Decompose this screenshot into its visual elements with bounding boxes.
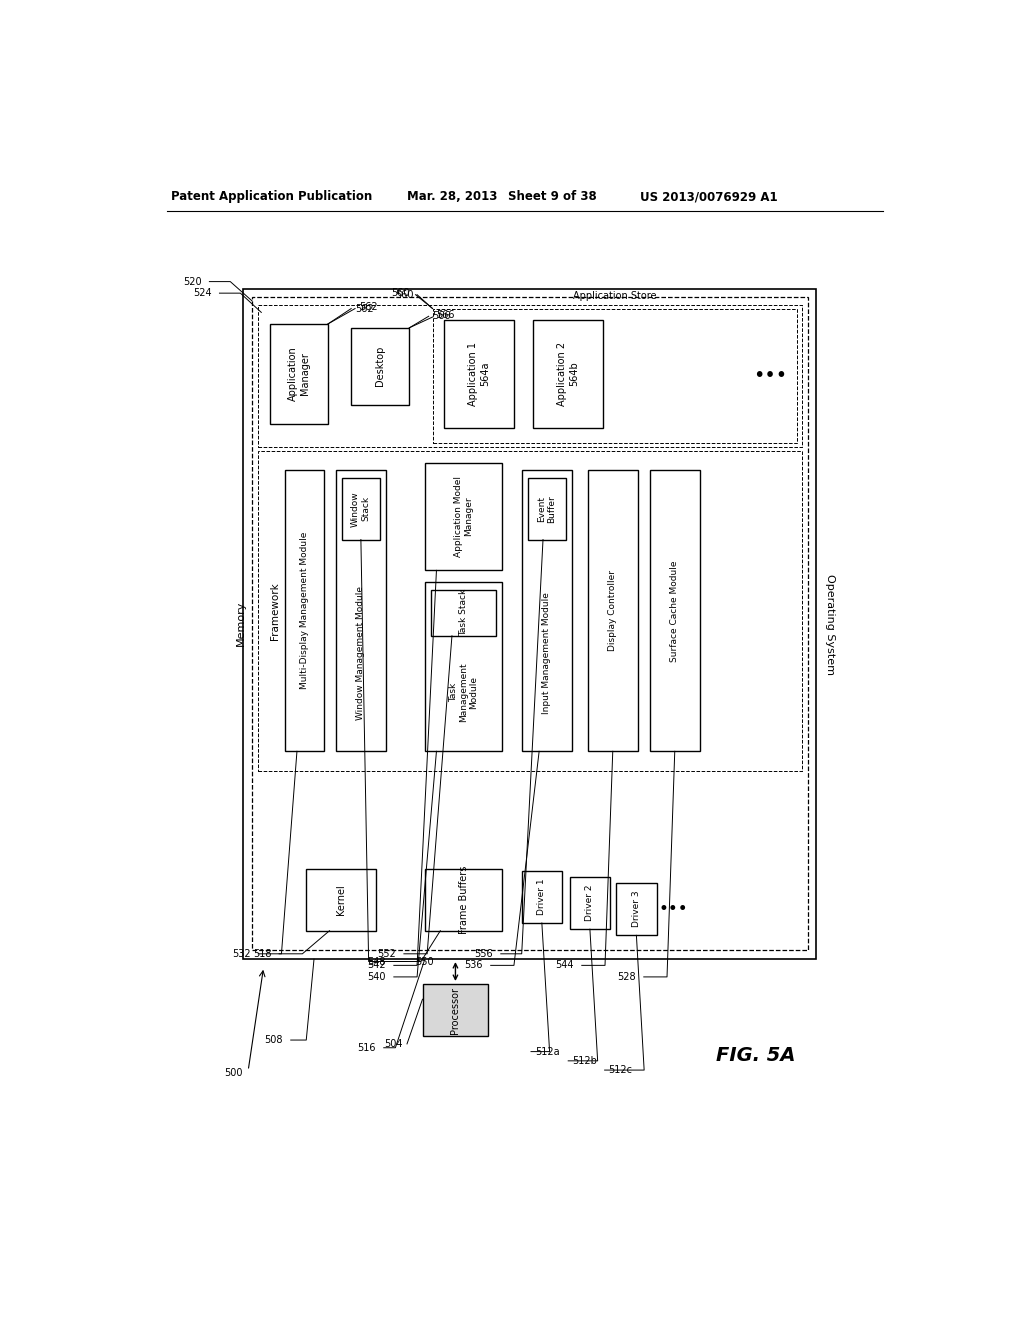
- Text: Application
Manager: Application Manager: [288, 347, 309, 401]
- Bar: [588, 470, 638, 751]
- Bar: [431, 590, 496, 636]
- Text: Memory: Memory: [237, 601, 246, 647]
- Bar: [342, 478, 380, 540]
- Text: Application Store: Application Store: [573, 290, 656, 301]
- Text: Driver 2: Driver 2: [586, 884, 594, 921]
- Text: Framework: Framework: [270, 582, 281, 640]
- Text: Window Management Module: Window Management Module: [356, 586, 366, 719]
- Text: 520: 520: [183, 277, 202, 286]
- Text: Operating System: Operating System: [825, 574, 836, 675]
- Bar: [649, 470, 700, 751]
- Bar: [569, 876, 610, 929]
- Text: Application Model
Manager: Application Model Manager: [454, 477, 473, 557]
- Text: FIG. 5A: FIG. 5A: [716, 1045, 796, 1065]
- Text: 562: 562: [359, 302, 378, 312]
- Bar: [521, 871, 562, 923]
- Text: 566: 566: [432, 312, 452, 321]
- Text: Kernel: Kernel: [336, 884, 346, 915]
- Text: 560: 560: [394, 289, 414, 300]
- Text: Processor: Processor: [451, 986, 461, 1034]
- Text: US 2013/0076929 A1: US 2013/0076929 A1: [640, 190, 777, 203]
- Text: 544: 544: [555, 961, 574, 970]
- Bar: [286, 470, 324, 751]
- Text: 512a: 512a: [535, 1047, 559, 1056]
- Text: 540: 540: [368, 972, 386, 982]
- Text: 548: 548: [368, 957, 386, 966]
- Bar: [258, 451, 802, 771]
- Text: 512c: 512c: [608, 1065, 633, 1074]
- Text: 508: 508: [264, 1035, 283, 1045]
- Bar: [336, 470, 386, 751]
- Text: 560: 560: [391, 288, 410, 298]
- Bar: [243, 289, 816, 960]
- Text: Input Management Module: Input Management Module: [543, 591, 551, 714]
- Text: Desktop: Desktop: [375, 346, 385, 387]
- Text: 504: 504: [385, 1039, 403, 1049]
- Bar: [425, 582, 503, 751]
- Text: 516: 516: [357, 1043, 376, 1053]
- Text: Driver 1: Driver 1: [538, 879, 547, 915]
- Text: Mar. 28, 2013: Mar. 28, 2013: [407, 190, 498, 203]
- Text: 552: 552: [378, 949, 396, 958]
- Bar: [444, 321, 514, 428]
- Bar: [270, 323, 328, 424]
- Text: 524: 524: [194, 288, 212, 298]
- Bar: [351, 327, 410, 405]
- Text: Surface Cache Module: Surface Cache Module: [671, 560, 679, 661]
- Text: Event
Buffer: Event Buffer: [538, 495, 557, 523]
- Text: Window
Stack: Window Stack: [351, 491, 371, 527]
- Bar: [252, 297, 809, 950]
- Bar: [521, 470, 572, 751]
- Bar: [528, 478, 566, 540]
- Text: Sheet 9 of 38: Sheet 9 of 38: [508, 190, 597, 203]
- Text: 518: 518: [253, 949, 271, 958]
- Text: •••: •••: [753, 367, 786, 385]
- Text: Application 2
564b: Application 2 564b: [557, 342, 579, 407]
- Text: 562: 562: [355, 304, 374, 314]
- Text: 556: 556: [474, 949, 493, 958]
- Text: Driver 3: Driver 3: [632, 891, 641, 928]
- Bar: [616, 883, 656, 936]
- Bar: [258, 305, 802, 447]
- Text: 542: 542: [368, 961, 386, 970]
- Text: 500: 500: [224, 1068, 243, 1078]
- Text: Task
Management
Module: Task Management Module: [449, 663, 478, 722]
- Text: 566: 566: [436, 310, 455, 321]
- Text: •••: •••: [658, 900, 688, 919]
- Text: Application 1
564a: Application 1 564a: [468, 342, 489, 407]
- Text: 532: 532: [231, 949, 251, 958]
- Bar: [306, 869, 376, 931]
- Text: Frame Buffers: Frame Buffers: [459, 866, 469, 935]
- Bar: [423, 983, 488, 1036]
- Text: 536: 536: [465, 961, 483, 970]
- Bar: [432, 309, 797, 444]
- Bar: [534, 321, 603, 428]
- Text: 528: 528: [617, 972, 636, 982]
- Bar: [425, 462, 503, 570]
- Text: 550: 550: [415, 957, 433, 966]
- Text: Multi-Display Management Module: Multi-Display Management Module: [300, 532, 309, 689]
- Text: Display Controller: Display Controller: [608, 570, 617, 651]
- Text: Task Stack: Task Stack: [459, 589, 468, 636]
- Text: Patent Application Publication: Patent Application Publication: [171, 190, 372, 203]
- Text: 512b: 512b: [572, 1056, 597, 1065]
- Bar: [425, 869, 503, 931]
